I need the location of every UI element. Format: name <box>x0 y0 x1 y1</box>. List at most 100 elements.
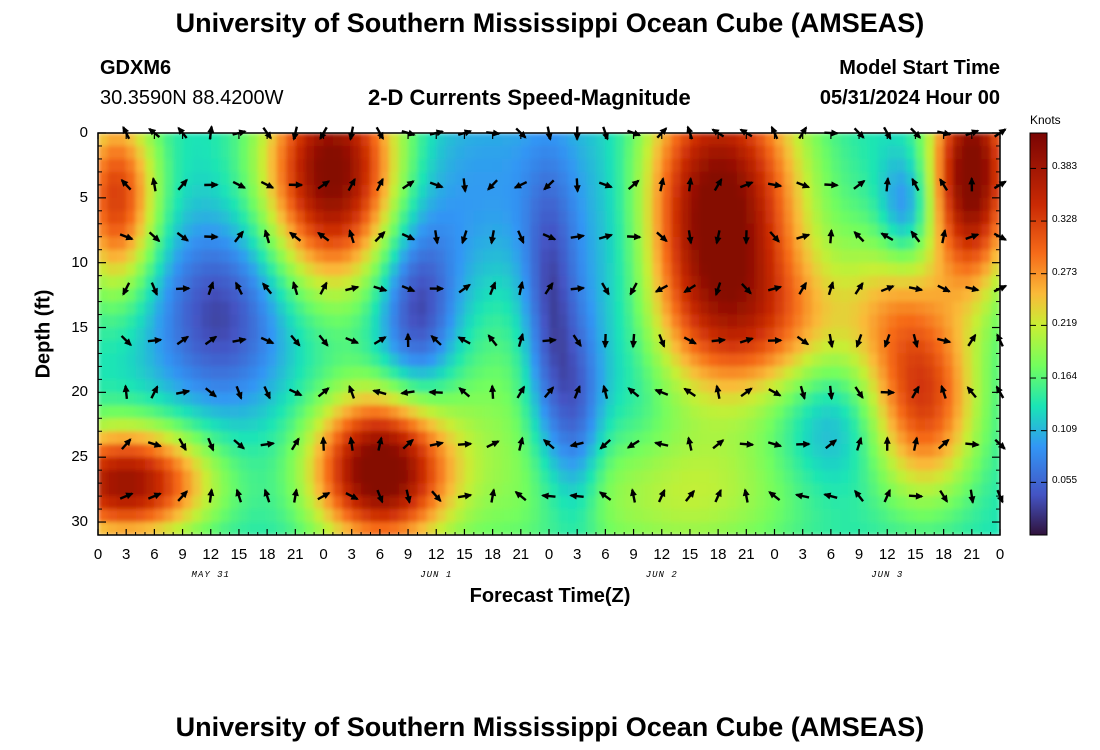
heat-cell <box>783 133 794 147</box>
heat-cell <box>238 249 249 264</box>
heat-cell <box>595 522 606 535</box>
heat-cell <box>154 249 165 264</box>
heat-cell <box>567 301 578 316</box>
current-arrow <box>317 231 330 242</box>
heat-cell <box>191 223 202 238</box>
heat-cell <box>379 444 390 458</box>
heat-cell <box>840 444 851 458</box>
heat-cell <box>182 262 193 277</box>
current-arrow <box>769 231 780 243</box>
heat-cell <box>868 392 879 406</box>
heat-cell <box>248 171 259 186</box>
heat-cell <box>549 301 559 316</box>
heat-cell <box>520 197 531 212</box>
heat-cell <box>379 133 390 147</box>
heat-cell <box>812 444 823 458</box>
heat-cell <box>267 379 278 393</box>
heat-cell <box>990 379 1000 393</box>
heat-cell <box>887 496 898 510</box>
heat-cell <box>144 184 155 199</box>
heat-cell <box>398 210 409 225</box>
current-arrow <box>461 178 468 193</box>
heat-cell <box>220 223 231 238</box>
heat-cell <box>210 236 221 251</box>
heat-cell <box>135 405 146 419</box>
heat-cell <box>699 171 710 186</box>
heat-cell <box>746 405 757 419</box>
heat-cell <box>558 392 569 406</box>
heat-cell <box>595 275 606 290</box>
heat-cell <box>502 262 513 277</box>
heat-cell <box>868 444 879 458</box>
heat-cell <box>774 444 785 458</box>
heat-cell <box>661 288 672 303</box>
heat-cell <box>642 379 653 393</box>
heat-cell <box>868 418 879 432</box>
heat-cell <box>107 431 118 445</box>
heat-cell <box>699 145 710 160</box>
heat-cell <box>445 418 456 432</box>
current-arrow <box>402 180 415 190</box>
heat-cell <box>915 522 926 535</box>
current-arrow <box>626 439 640 449</box>
heat-cell <box>445 133 456 147</box>
heat-cell <box>398 249 409 264</box>
heat-cell <box>577 275 588 290</box>
heat-cell <box>924 522 935 535</box>
heat-cell <box>154 444 165 458</box>
heat-cell <box>248 314 259 329</box>
heat-cell <box>934 223 945 238</box>
heat-cell <box>774 327 785 342</box>
heat-cell <box>595 366 606 380</box>
heat-cell <box>577 392 588 406</box>
heat-cell <box>492 249 503 264</box>
heat-cell <box>163 171 174 186</box>
current-arrow <box>432 230 440 245</box>
heat-cell <box>417 314 428 329</box>
current-arrow <box>968 489 976 505</box>
heat-cell <box>285 197 296 212</box>
heat-cell <box>511 431 522 445</box>
heat-cell <box>595 197 606 212</box>
heat-cell <box>934 522 945 535</box>
heat-cell <box>520 171 531 186</box>
heat-cell <box>924 197 935 212</box>
heat-cell <box>464 184 475 199</box>
heat-cell <box>868 210 879 225</box>
current-arrow <box>348 229 355 244</box>
current-arrow <box>376 489 384 504</box>
heat-cell <box>924 444 935 458</box>
heat-cell <box>191 236 202 251</box>
heat-cell <box>389 353 400 368</box>
heat-cell <box>389 262 400 277</box>
heat-cell <box>191 210 202 225</box>
heat-cell <box>473 236 484 251</box>
heat-cell <box>408 483 419 497</box>
heat-cell <box>201 366 212 380</box>
heat-cell <box>727 405 738 419</box>
heat-cell <box>558 288 569 303</box>
heat-cell <box>304 184 315 199</box>
heat-cell <box>182 431 193 445</box>
heat-cell <box>671 301 682 316</box>
heat-cell <box>107 444 118 458</box>
heat-cell <box>586 249 597 264</box>
heat-cell <box>182 327 193 342</box>
heat-cell <box>661 457 672 471</box>
heat-cell <box>680 262 691 277</box>
heat-cell <box>220 262 231 277</box>
heat-cell <box>191 197 202 212</box>
heat-cell <box>144 301 155 316</box>
colorbar-tick-label: 0.109 <box>1052 423 1078 435</box>
current-arrow <box>742 230 750 245</box>
heat-cell <box>577 418 588 432</box>
heat-cell <box>98 145 108 160</box>
heat-cell <box>238 379 249 393</box>
heat-cell <box>614 496 625 510</box>
heat-cell <box>229 327 240 342</box>
heat-cell <box>116 522 127 535</box>
heat-cell <box>840 522 851 535</box>
heat-cell <box>220 327 231 342</box>
heat-cell <box>436 379 447 393</box>
heat-cell <box>398 379 409 393</box>
